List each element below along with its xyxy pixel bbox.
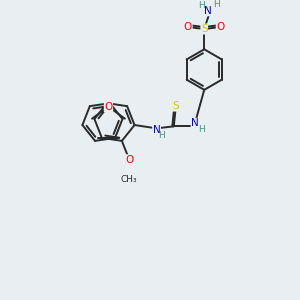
Text: H: H (198, 1, 205, 10)
Text: O: O (104, 102, 112, 112)
Text: H: H (213, 0, 220, 9)
Text: O: O (216, 22, 225, 32)
Text: N: N (153, 125, 160, 135)
Text: O: O (184, 22, 192, 32)
Text: S: S (201, 24, 208, 34)
Text: CH₃: CH₃ (120, 175, 137, 184)
Text: S: S (172, 101, 179, 111)
Text: N: N (191, 118, 199, 128)
Text: O: O (125, 155, 134, 165)
Text: N: N (204, 6, 212, 16)
Text: H: H (158, 131, 165, 140)
Text: H: H (199, 125, 206, 134)
